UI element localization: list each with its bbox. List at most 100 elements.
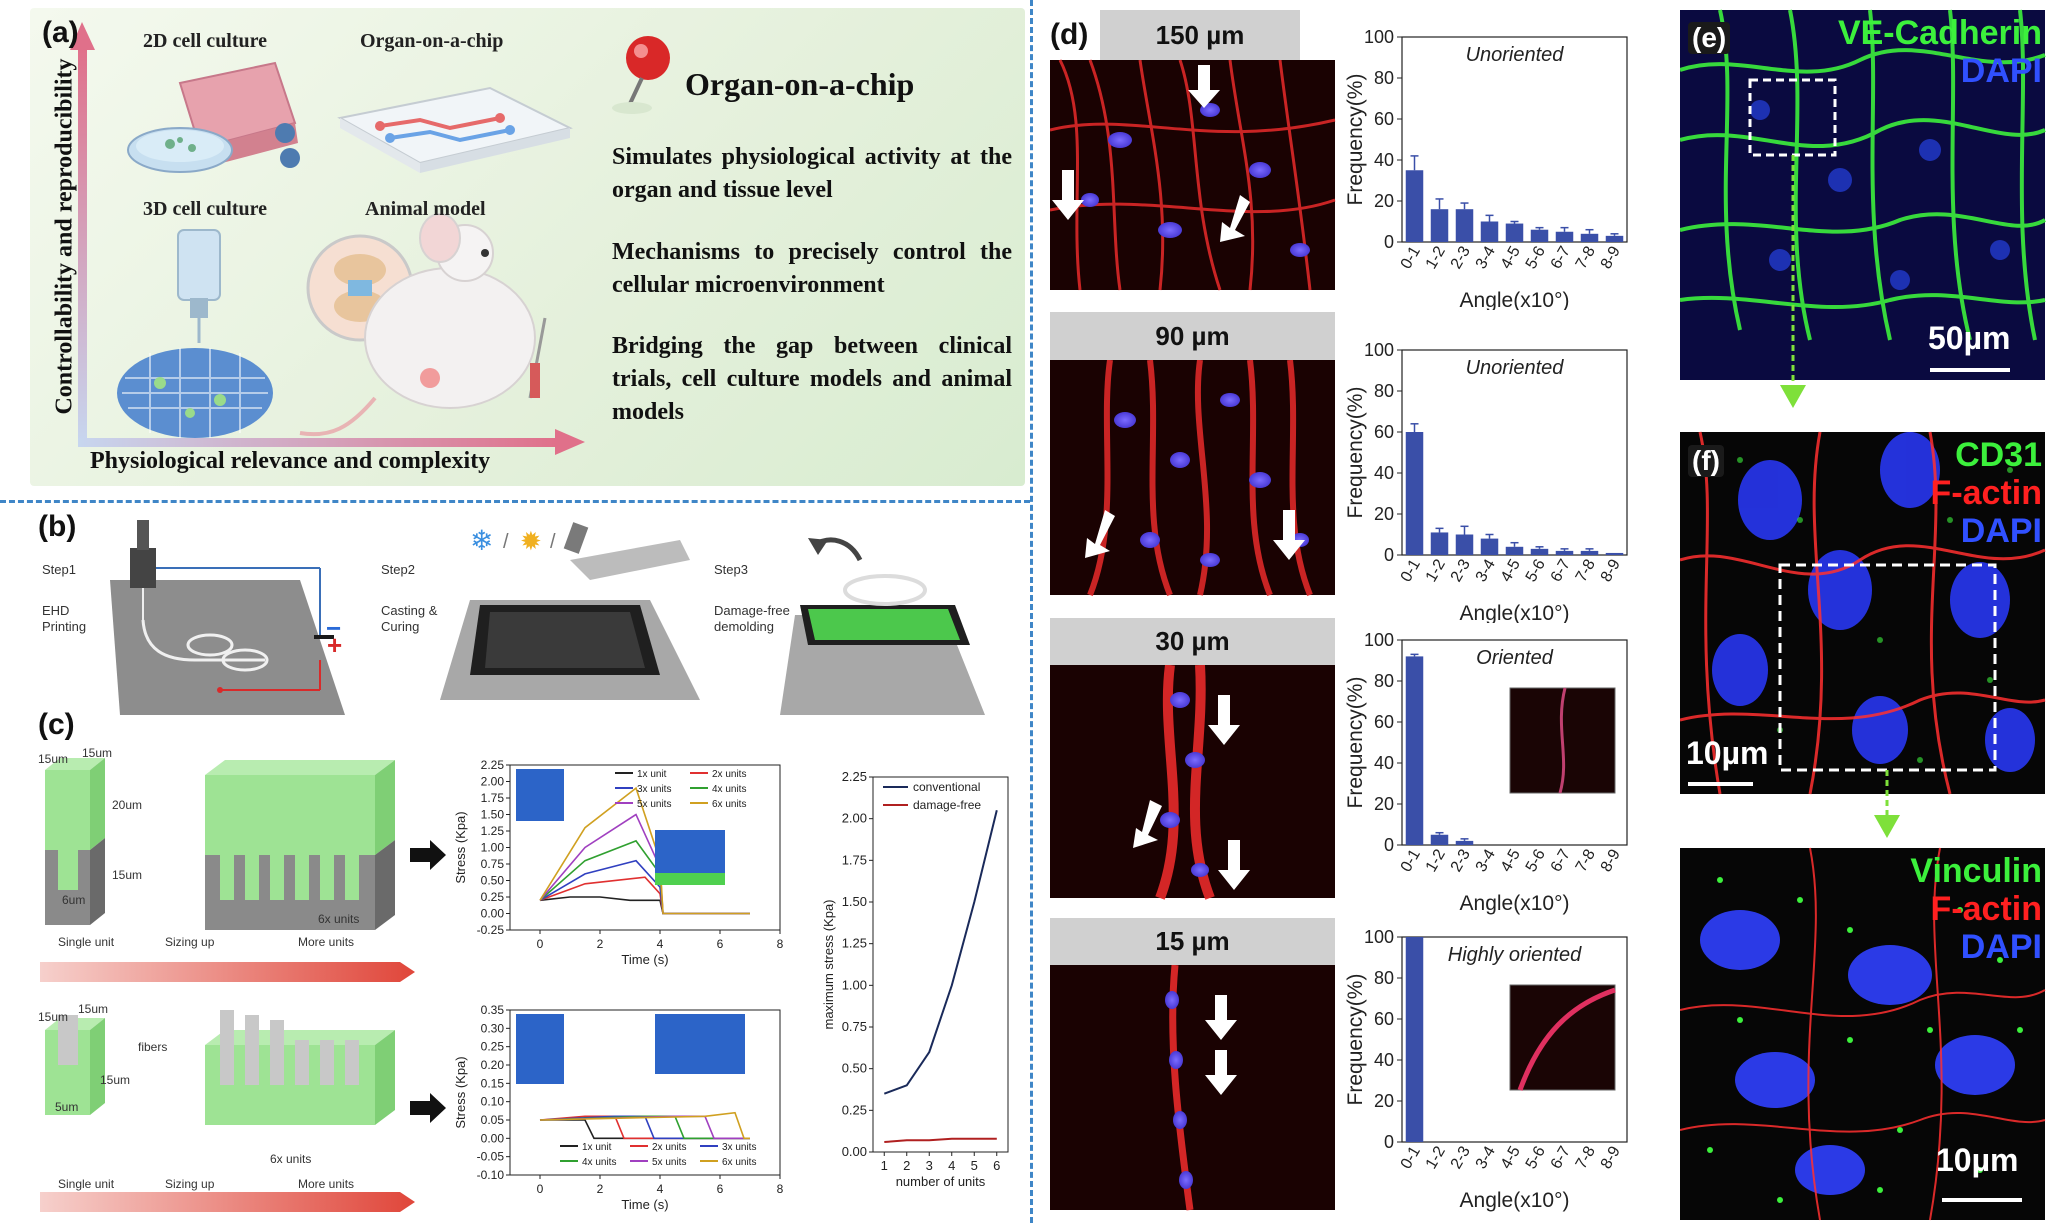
y-tick-label: 80 — [1374, 671, 1394, 691]
y-axis-label: Controllability and reproducibility — [51, 58, 78, 415]
frequency-chart-30: 0 20 40 60 80 100 0-11-22-33-44-55-66-77-88-9 O… — [1344, 630, 1628, 915]
x-tick-label: 0-1 — [1398, 1143, 1424, 1172]
y-tick-label: 80 — [1374, 68, 1394, 88]
svg-text:−: − — [326, 613, 341, 643]
dim-15um-f: 15um — [100, 1073, 131, 1087]
legend-label: 2x units — [712, 769, 746, 780]
panel-label-a: (a) — [42, 16, 79, 49]
y-tick-label: 0.00 — [481, 1131, 505, 1145]
x-tick-label: 5-6 — [1523, 1143, 1549, 1172]
x-tick-label: 3-4 — [1473, 846, 1499, 875]
dim-5um: 5um — [55, 1100, 79, 1114]
stain-vinculin: Vinculin — [1910, 852, 2042, 890]
x-tick-label: 2-3 — [1448, 846, 1474, 875]
x-tick-label: 4 — [657, 937, 664, 951]
stress-chart-top: -0.25 0.00 0.25 0.50 0.75 1.00 1.25 1.50 1.75 2.0… — [453, 758, 784, 967]
x-tick-label: 0 — [537, 937, 544, 951]
y-tick-label: 40 — [1374, 150, 1394, 170]
units-6x-top: 6x units — [318, 912, 360, 926]
y-tick-label: 0 — [1384, 545, 1394, 565]
series-line — [539, 1111, 750, 1140]
bar — [1605, 235, 1624, 242]
plot-frame — [1401, 936, 1628, 1143]
series-line — [540, 1119, 750, 1140]
x-tick-label: 8-9 — [1598, 846, 1624, 875]
x-tick-label: 2-3 — [1448, 243, 1474, 272]
micrographs-efg — [1680, 9, 2046, 1221]
y-tick-label: 20 — [1374, 1091, 1394, 1111]
x-axis-label: Angle(x10°) — [1460, 1189, 1570, 1212]
svg-text:❄: ❄ — [470, 525, 493, 556]
x-tick-label: 3-4 — [1473, 556, 1499, 585]
x-tick-label: 6 — [717, 1182, 724, 1196]
plot-frame — [872, 776, 1009, 1153]
panel-label-e: (e) — [1688, 22, 1731, 54]
x-tick-label: 6-7 — [1548, 243, 1574, 272]
panel-b-illustration: + − ❄ / ✹ / — [110, 520, 985, 715]
arrow-right-icon — [410, 840, 446, 870]
x-tick-label: 4-5 — [1498, 243, 1524, 272]
bar — [1555, 550, 1574, 555]
x-axis-label: Time (s) — [621, 952, 668, 967]
step1-label: Step1 — [42, 562, 76, 577]
panel-label-c: (c) — [38, 708, 75, 741]
y-tick-label: 0.50 — [481, 874, 505, 888]
bar — [1455, 209, 1474, 242]
legend-label: damage-free — [913, 798, 981, 812]
bar-single-bottom: Single unit — [58, 1177, 115, 1191]
bar — [1455, 534, 1474, 555]
y-tick-label: 1.25 — [481, 824, 505, 838]
y-tick-label: 2.25 — [842, 769, 867, 784]
panel-c-illustration — [40, 758, 415, 1212]
x-tick-label: 1 — [881, 1158, 888, 1173]
bar-sizing-bottom: Sizing up — [165, 1177, 215, 1191]
y-tick-label: 1.50 — [842, 894, 867, 909]
x-tick-label: 8 — [777, 937, 784, 951]
x-tick-label: 7-8 — [1573, 1143, 1599, 1172]
x-tick-label: 7-8 — [1573, 556, 1599, 585]
white-arrows — [1052, 65, 1305, 1095]
header-15: 15 µm — [1050, 918, 1335, 965]
step1-desc-2: Printing — [42, 619, 87, 634]
2d-culture-illustration — [127, 61, 300, 173]
legend-label: 6x units — [722, 1157, 756, 1168]
bar — [1530, 229, 1549, 242]
bar — [1405, 170, 1424, 242]
y-tick-label: 2.00 — [842, 811, 867, 826]
panel-a-axes — [70, 22, 670, 455]
bullet-1: Simulates physiological activity at the … — [612, 144, 1012, 203]
legend-label: 5x units — [637, 799, 671, 810]
header-90: 90 µm — [1050, 312, 1335, 360]
legend-label: 5x units — [652, 1157, 686, 1168]
y-tick-label: 0.10 — [481, 1095, 505, 1109]
svg-text:+: + — [327, 630, 342, 660]
vertical-divider — [1030, 0, 1033, 1223]
y-tick-label: 0.05 — [481, 1113, 505, 1127]
dim-15um-d: 15um — [38, 1010, 69, 1024]
y-tick-label: 0 — [1384, 1132, 1394, 1152]
y-tick-label: 1.75 — [481, 791, 505, 805]
x-tick-label: 2 — [903, 1158, 910, 1173]
bar — [1430, 834, 1449, 845]
y-tick-label: 20 — [1374, 504, 1394, 524]
x-tick-label: 6 — [993, 1158, 1000, 1173]
y-tick-label: 1.00 — [481, 841, 505, 855]
fibers-label: fibers — [138, 1040, 168, 1054]
frequency-chart-90: 0 20 40 60 80 100 0-11-22-33-44-55-66-77-88-9 U… — [1344, 340, 1628, 623]
plot-frame — [509, 1009, 781, 1176]
x-tick-label: 6-7 — [1548, 846, 1574, 875]
step3-desc-2: demolding — [714, 619, 774, 634]
bar-more-top: More units — [298, 935, 355, 949]
bar — [1430, 532, 1449, 555]
label-animal-model: Animal model — [365, 198, 486, 220]
y-axis-label: Frequency(%) — [1344, 974, 1367, 1106]
x-axis-label: Angle(x10°) — [1460, 289, 1570, 310]
bar — [1405, 937, 1424, 1142]
x-tick-label: 0-1 — [1398, 556, 1424, 585]
x-tick-label: 0-1 — [1398, 846, 1424, 875]
y-tick-label: 2.25 — [481, 758, 505, 772]
legend-label: 3x units — [722, 1142, 756, 1153]
y-tick-label: 0.00 — [481, 907, 505, 921]
y-axis-label: Stress (Kpa) — [453, 811, 468, 883]
y-tick-label: 1.75 — [842, 852, 867, 867]
